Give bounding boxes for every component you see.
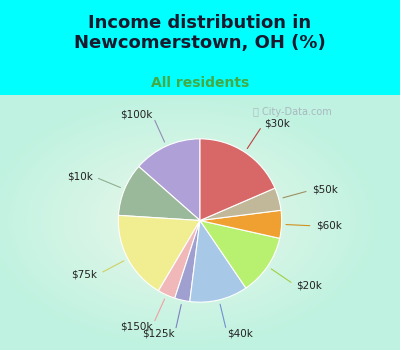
Wedge shape (200, 220, 280, 288)
Wedge shape (175, 220, 200, 301)
Text: All residents: All residents (151, 76, 249, 90)
Wedge shape (139, 139, 200, 220)
Wedge shape (200, 188, 281, 220)
Wedge shape (200, 210, 282, 238)
Text: Income distribution in
Newcomerstown, OH (%): Income distribution in Newcomerstown, OH… (74, 14, 326, 52)
Text: ⓘ City-Data.com: ⓘ City-Data.com (253, 107, 331, 117)
Wedge shape (190, 220, 246, 302)
Text: $40k: $40k (227, 328, 253, 338)
Text: $75k: $75k (72, 270, 98, 280)
Text: $30k: $30k (264, 119, 290, 128)
Text: $60k: $60k (316, 221, 342, 231)
Text: $150k: $150k (120, 321, 152, 331)
Wedge shape (158, 220, 200, 298)
Text: $125k: $125k (142, 329, 175, 339)
Wedge shape (118, 167, 200, 220)
Wedge shape (118, 215, 200, 291)
Text: $50k: $50k (312, 185, 338, 195)
Text: $20k: $20k (296, 281, 322, 291)
Text: $10k: $10k (67, 171, 93, 181)
Wedge shape (200, 139, 275, 220)
Text: $100k: $100k (120, 110, 152, 120)
